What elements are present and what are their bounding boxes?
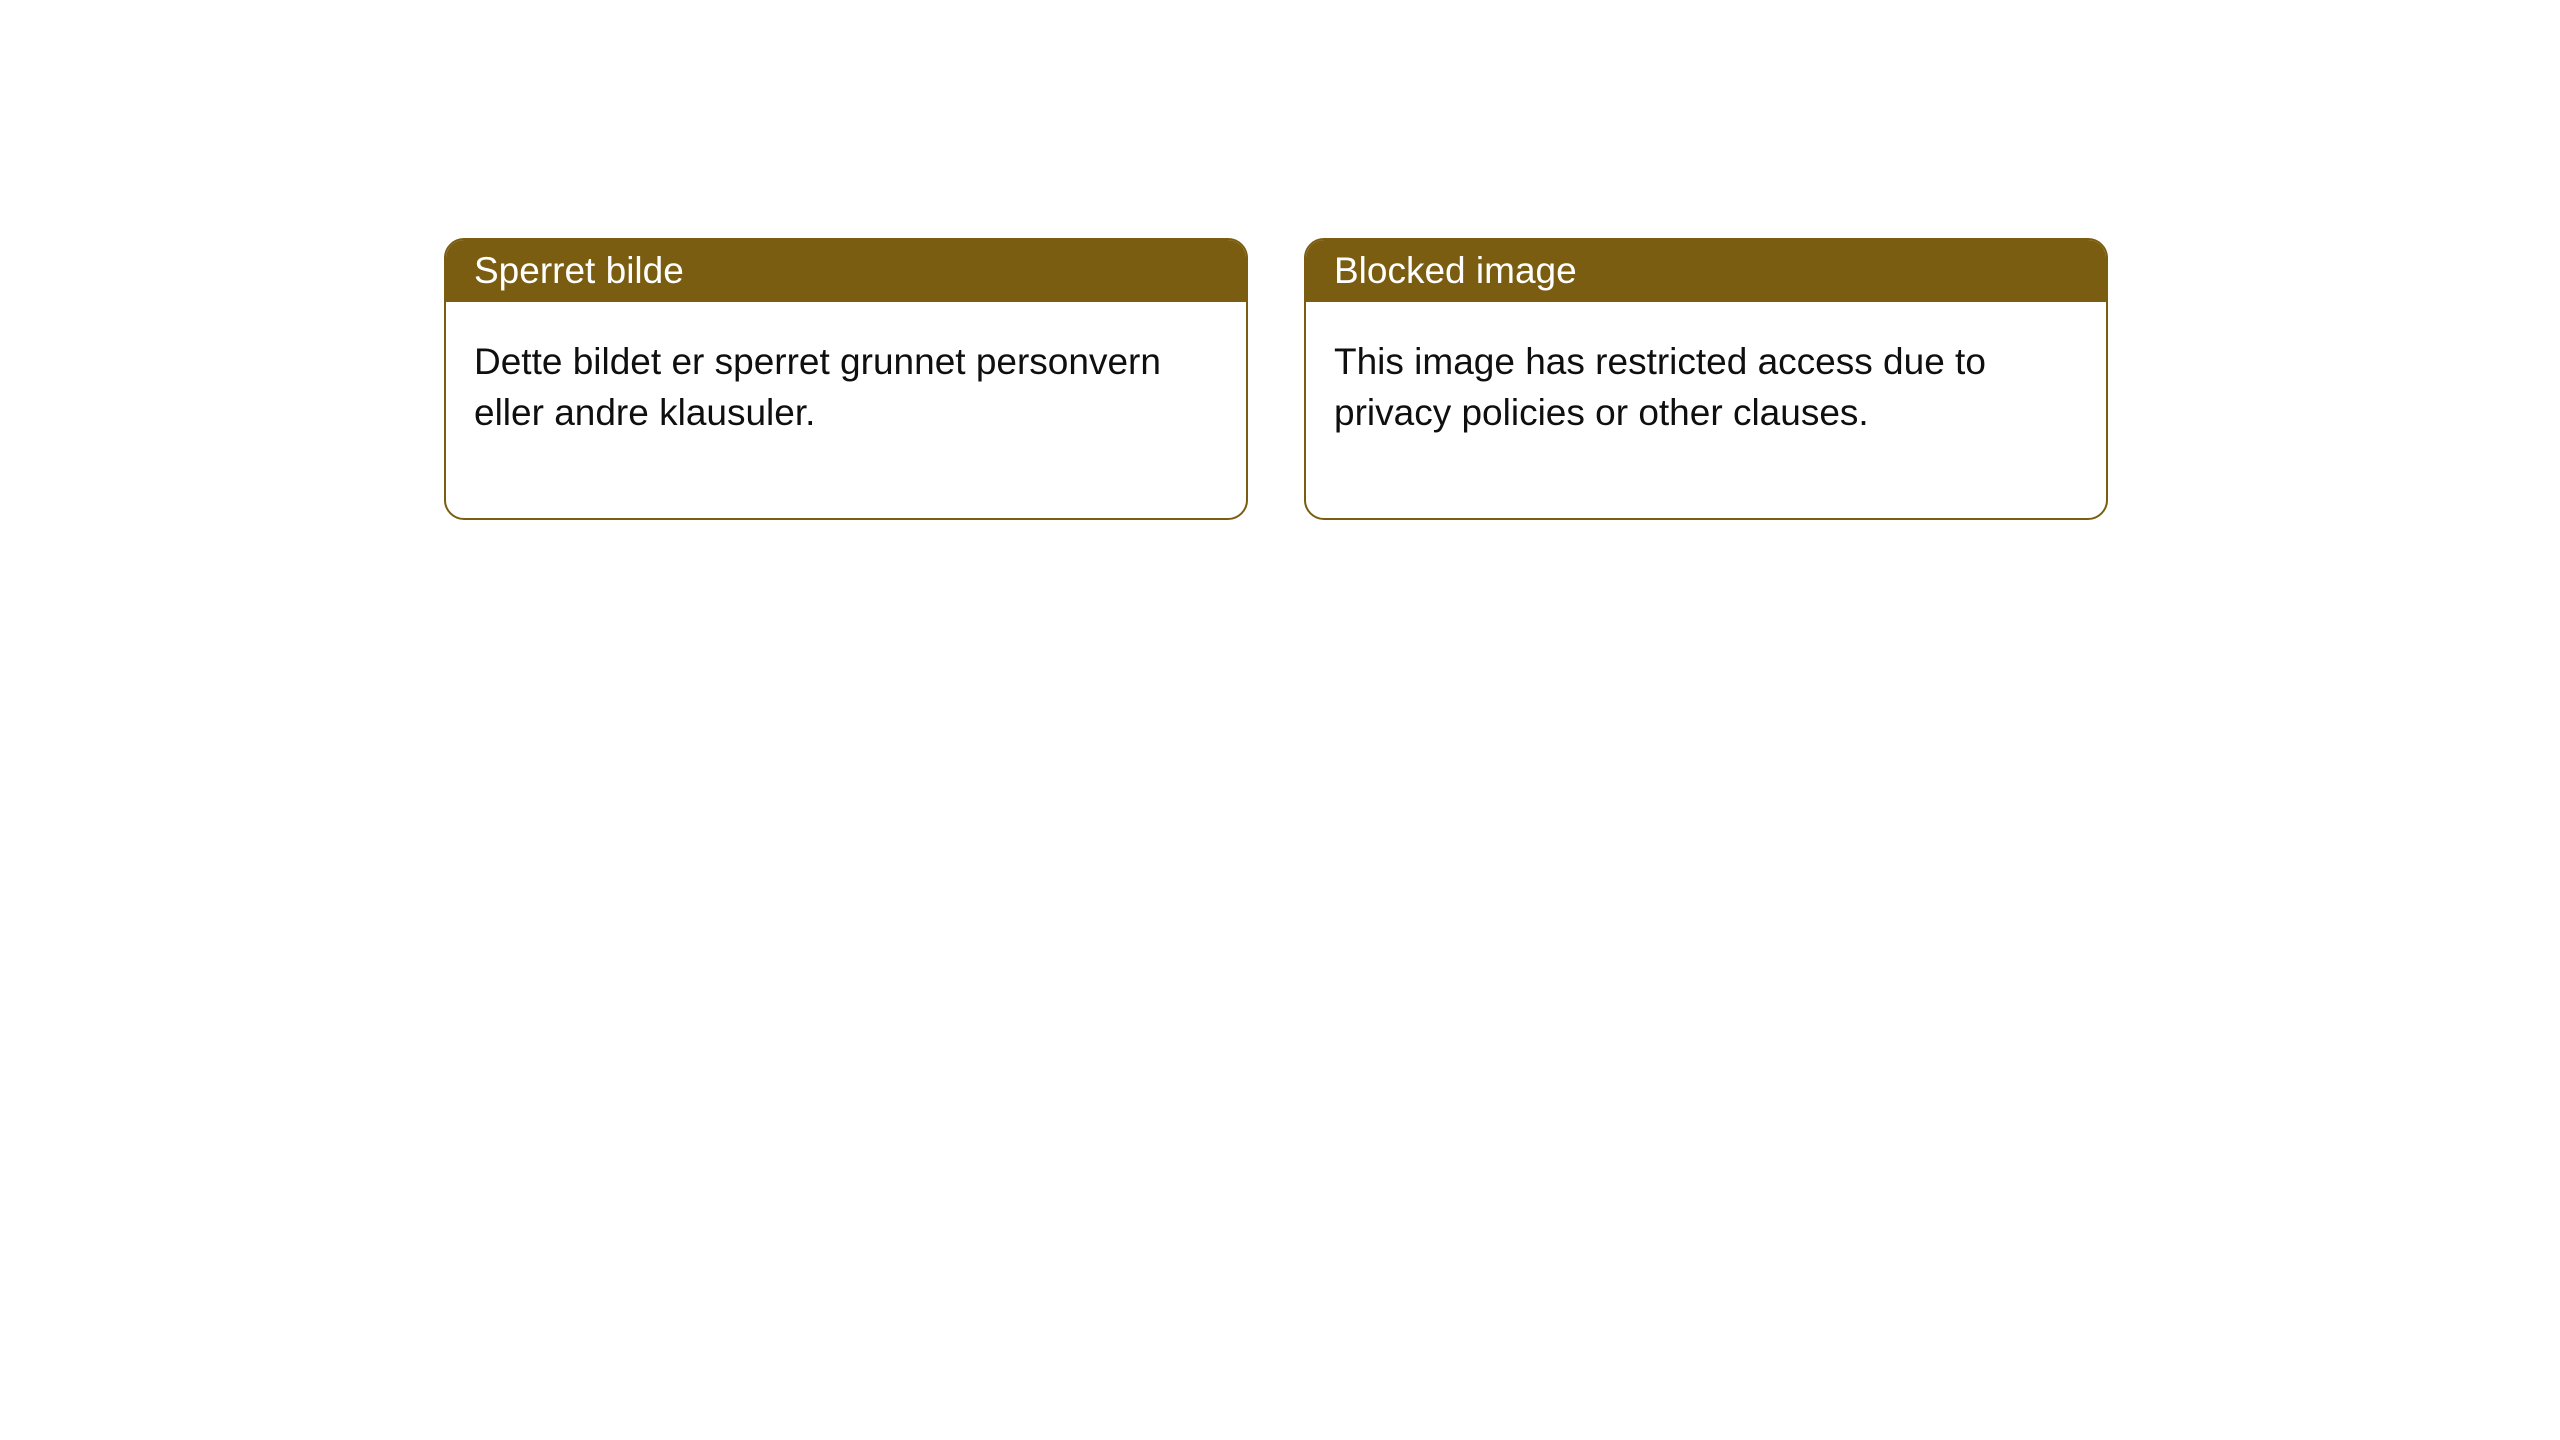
blocked-image-card-en: Blocked image This image has restricted … [1304,238,2108,520]
cards-container: Sperret bilde Dette bildet er sperret gr… [0,0,2560,520]
card-title: Sperret bilde [446,240,1246,302]
card-body: Dette bildet er sperret grunnet personve… [446,302,1246,518]
card-title: Blocked image [1306,240,2106,302]
card-body: This image has restricted access due to … [1306,302,2106,518]
blocked-image-card-no: Sperret bilde Dette bildet er sperret gr… [444,238,1248,520]
